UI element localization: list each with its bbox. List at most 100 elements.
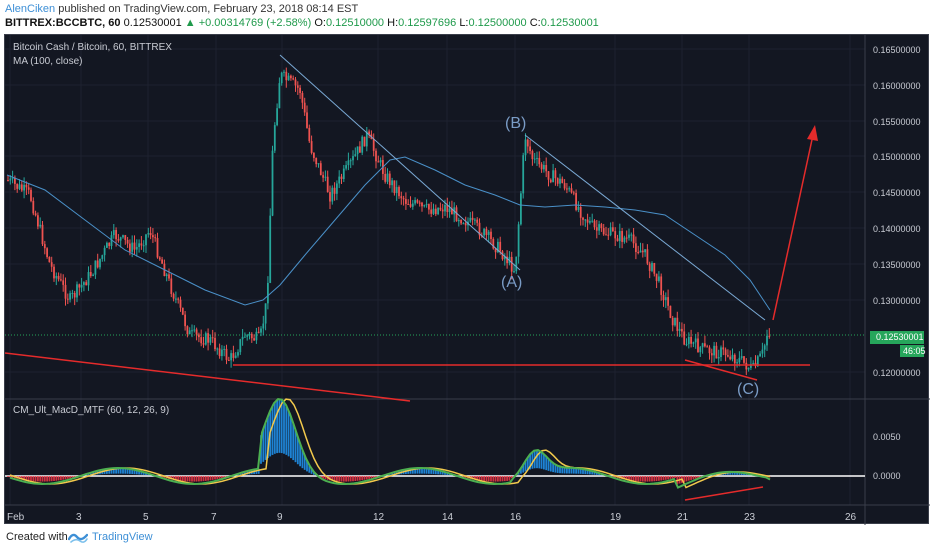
macd-histogram-bar <box>179 476 182 481</box>
macd-histogram-bar <box>690 476 692 480</box>
candle-body <box>524 139 527 156</box>
support-line-lower <box>5 352 411 402</box>
candle-body <box>584 219 587 221</box>
author-link[interactable]: AlenCiken <box>5 3 56 15</box>
candle-body <box>101 255 104 259</box>
candle-body <box>593 220 596 228</box>
candle-body <box>94 260 97 275</box>
candle-body <box>577 206 580 210</box>
macd-histogram-bar <box>175 476 177 481</box>
macd-histogram-bar <box>462 476 465 478</box>
macd-histogram-bar <box>579 468 582 474</box>
candle-body <box>106 242 108 248</box>
publish-line: AlenCiken published on TradingView.com, … <box>5 3 358 15</box>
macd-histogram-bar <box>503 476 506 482</box>
macd-histogram-bar <box>333 476 336 482</box>
candle-body <box>255 331 258 341</box>
macd-histogram-bar <box>497 476 499 482</box>
macd-histogram-bar <box>425 468 428 474</box>
candle-body <box>43 244 46 249</box>
candle-body <box>60 279 62 281</box>
candle-body <box>352 156 354 161</box>
candle-body <box>313 152 315 158</box>
macd-histogram-bar <box>32 476 35 482</box>
candle-body <box>218 348 221 357</box>
candle-body <box>280 72 283 84</box>
macd-histogram-bar <box>278 398 281 453</box>
candle-body <box>605 234 607 236</box>
macd-histogram-bar <box>685 476 688 482</box>
candle-body <box>303 102 306 113</box>
x-tick: 16 <box>510 512 522 523</box>
chart-canvas[interactable] <box>5 35 930 525</box>
candle-body <box>269 215 272 283</box>
macd-histogram-bar <box>632 476 635 481</box>
candle-body <box>9 178 12 181</box>
macd-histogram-bar <box>43 476 46 482</box>
macd-histogram-bar <box>129 468 131 474</box>
macd-histogram-bar <box>363 476 366 480</box>
candle-body <box>543 165 545 170</box>
candle-body <box>628 234 630 238</box>
candle-body <box>715 345 718 359</box>
candle-body <box>308 127 311 142</box>
macd-histogram-bar <box>508 476 511 481</box>
x-tick: 7 <box>211 512 217 523</box>
candle-body <box>582 217 584 220</box>
macd-histogram-bar <box>561 467 564 474</box>
macd-histogram-bar <box>506 476 508 481</box>
candle-body <box>388 173 391 186</box>
macd-histogram-bar <box>193 476 196 482</box>
candle-body <box>745 362 748 370</box>
candle-body <box>733 354 736 364</box>
tradingview-link[interactable]: TradingView <box>92 531 153 543</box>
candle-body <box>478 222 481 236</box>
wedge-line <box>684 359 758 381</box>
candle-body <box>234 355 237 358</box>
header-bar: AlenCiken published on TradingView.com, … <box>0 0 932 34</box>
candle-body <box>448 208 451 213</box>
macd-histogram-bar <box>494 476 497 482</box>
tradingview-logo-icon[interactable] <box>67 530 89 549</box>
candle-body <box>11 177 14 179</box>
macd-histogram-bar <box>110 468 113 474</box>
close-value: 0.12530001 <box>540 17 599 29</box>
candle-body <box>704 343 706 347</box>
candle-body <box>377 161 380 163</box>
ma-legend[interactable]: MA (100, close) <box>13 56 83 67</box>
macd-histogram-bar <box>347 476 350 482</box>
macd-histogram-bar <box>145 472 147 476</box>
macd-histogram-bar <box>9 476 12 478</box>
candle-body <box>694 338 697 343</box>
macd-histogram-bar <box>483 476 485 482</box>
chart-panel[interactable]: Bitcoin Cash / Bitcoin, 60, BITTREX MA (… <box>4 34 930 525</box>
candle-body <box>129 243 131 252</box>
macd-histogram-bar <box>361 476 364 481</box>
macd-histogram-bar <box>740 472 743 476</box>
macd-histogram-bar <box>112 468 115 474</box>
symbol-label: BITTREX:BCCBTC, 60 <box>5 17 121 29</box>
indicator-legend[interactable]: CM_Ult_MacD_MTF (60, 12, 26, 9) <box>13 405 170 416</box>
price-tick: 0.12000000 <box>873 368 921 378</box>
candle-body <box>168 274 170 279</box>
macd-histogram-bar <box>733 472 736 475</box>
macd-histogram-bar <box>200 476 203 482</box>
candle-body <box>469 217 472 222</box>
candle-body <box>501 251 504 260</box>
macd-histogram-bar <box>287 410 290 457</box>
candle-body <box>687 336 690 345</box>
macd-histogram-bar <box>614 476 617 478</box>
candle-body <box>301 92 304 103</box>
candle-body <box>609 227 612 236</box>
candle-body <box>193 329 196 331</box>
candle-body <box>317 163 320 165</box>
candle-body <box>595 227 598 231</box>
macd-histogram-bar <box>510 476 513 479</box>
macd-histogram-bar <box>280 399 283 454</box>
candle-body <box>260 328 262 333</box>
ohlc-line: BITTREX:BCCBTC, 60 0.12530001 ▲ +0.00314… <box>5 17 599 29</box>
candle-body <box>761 349 764 354</box>
candle-body <box>119 237 122 241</box>
macd-histogram-bar <box>285 405 288 455</box>
macd-histogram-bar <box>27 476 30 481</box>
